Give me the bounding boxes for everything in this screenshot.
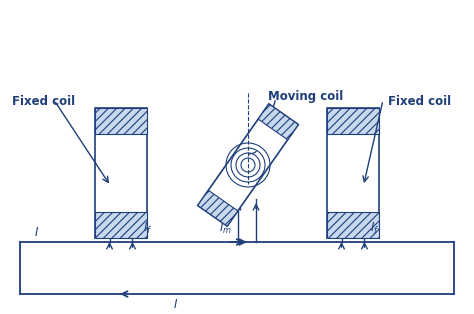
Bar [95, 108, 147, 134]
Text: I: I [173, 299, 177, 311]
Bar [327, 212, 379, 238]
Polygon shape [198, 104, 298, 226]
Text: $I_f$: $I_f$ [143, 220, 153, 236]
Text: Fixed coil: Fixed coil [388, 95, 451, 108]
Bar [327, 108, 379, 134]
Polygon shape [198, 190, 238, 226]
Text: I: I [35, 225, 38, 239]
Text: $I_m$: $I_m$ [219, 220, 231, 236]
Bar [95, 108, 147, 238]
Text: $I_f$: $I_f$ [370, 220, 380, 236]
Text: Moving coil: Moving coil [268, 90, 343, 103]
Polygon shape [258, 104, 298, 140]
Text: Fixed coil: Fixed coil [12, 95, 75, 108]
Text: θ: θ [265, 131, 273, 143]
Bar [95, 212, 147, 238]
Bar [327, 108, 379, 238]
